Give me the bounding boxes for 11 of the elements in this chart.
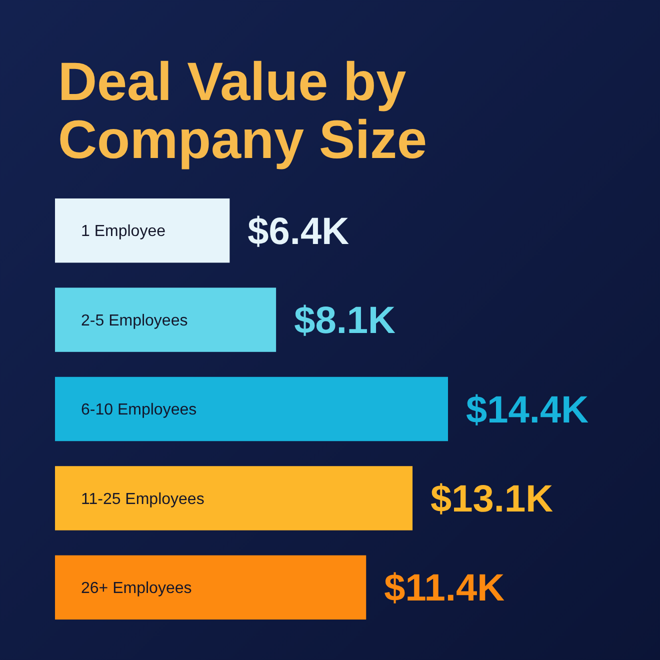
y-tick-label: 2-5 Employees — [81, 312, 188, 330]
data-label: $8.1K — [294, 300, 396, 342]
y-tick-label: 26+ Employees — [81, 580, 192, 598]
y-tick-label: 11-25 Employees — [81, 490, 204, 508]
data-label: $14.4K — [466, 389, 590, 432]
data-label: $11.4K — [384, 568, 506, 610]
y-tick-label: 6-10 Employees — [81, 402, 197, 419]
y-tick-label: 1 Employee — [81, 223, 166, 240]
data-label: $6.4K — [248, 210, 350, 253]
chart-title: Deal Value by Company Size — [58, 52, 428, 170]
data-label: $13.1K — [430, 478, 554, 521]
